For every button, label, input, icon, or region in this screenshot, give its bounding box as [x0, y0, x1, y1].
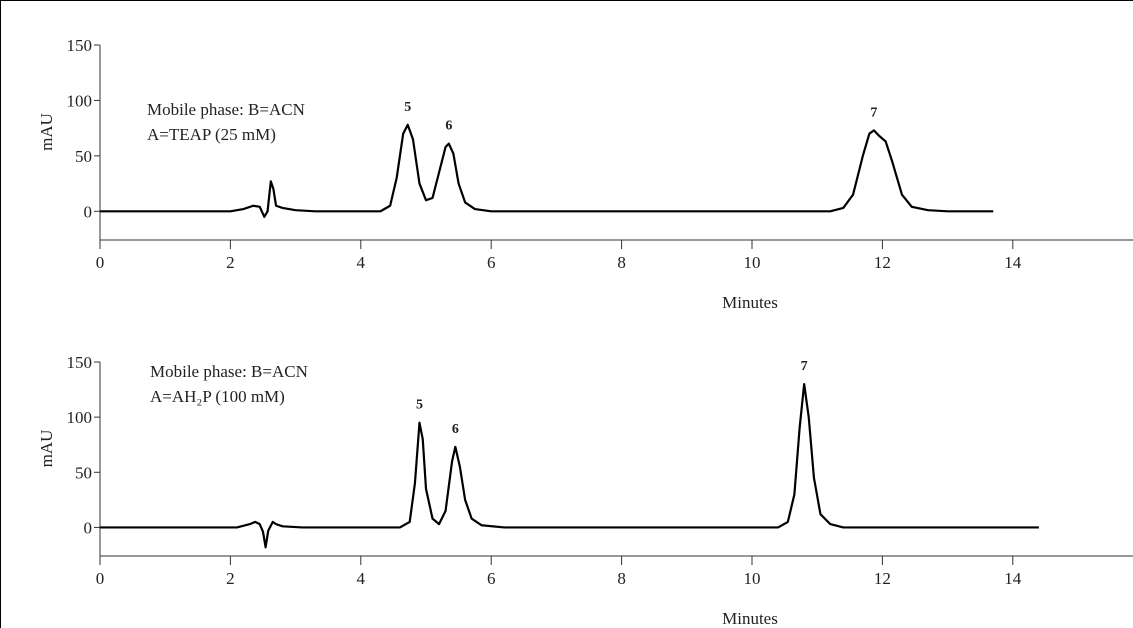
y-tick-label: 0 — [84, 518, 93, 537]
y-tick-label: 150 — [67, 353, 93, 372]
y-axis-label: mAU — [37, 113, 56, 151]
x-tick-label: 8 — [617, 569, 626, 588]
y-tick-label: 50 — [75, 463, 92, 482]
annotation: Mobile phase: B=ACN — [147, 100, 305, 119]
x-tick-label: 10 — [744, 569, 761, 588]
y-tick-label: 50 — [75, 147, 92, 166]
x-axis-label: Minutes — [722, 609, 778, 628]
x-tick-label: 14 — [1004, 569, 1022, 588]
peak-label: 6 — [445, 119, 452, 134]
x-tick-label: 4 — [357, 253, 366, 272]
peak-label: 7 — [870, 105, 877, 120]
x-tick-label: 14 — [1004, 253, 1022, 272]
annotation: A=AH₂P (100 mM) — [150, 387, 285, 406]
x-tick-label: 6 — [487, 569, 496, 588]
y-tick-label: 100 — [67, 91, 93, 110]
peak-label: 5 — [416, 398, 423, 413]
peak-label: 7 — [801, 359, 808, 374]
y-tick-label: 0 — [84, 202, 93, 221]
y-tick-label: 100 — [67, 408, 93, 427]
x-tick-label: 10 — [744, 253, 761, 272]
x-axis-label: Minutes — [722, 293, 778, 312]
x-tick-label: 0 — [96, 253, 105, 272]
x-tick-label: 0 — [96, 569, 105, 588]
x-tick-label: 2 — [226, 253, 235, 272]
annotation: A=TEAP (25 mM) — [147, 125, 276, 144]
trace — [100, 382, 1039, 549]
x-tick-label: 6 — [487, 253, 496, 272]
trace — [100, 123, 994, 218]
x-tick-label: 12 — [874, 253, 891, 272]
peak-label: 6 — [452, 422, 459, 437]
y-tick-label: 150 — [67, 36, 93, 55]
x-tick-label: 2 — [226, 569, 235, 588]
peak-label: 5 — [404, 100, 411, 115]
annotation: Mobile phase: B=ACN — [150, 362, 308, 381]
y-axis-label: mAU — [37, 430, 56, 468]
x-tick-label: 8 — [617, 253, 626, 272]
x-tick-label: 12 — [874, 569, 891, 588]
x-tick-label: 4 — [357, 569, 366, 588]
